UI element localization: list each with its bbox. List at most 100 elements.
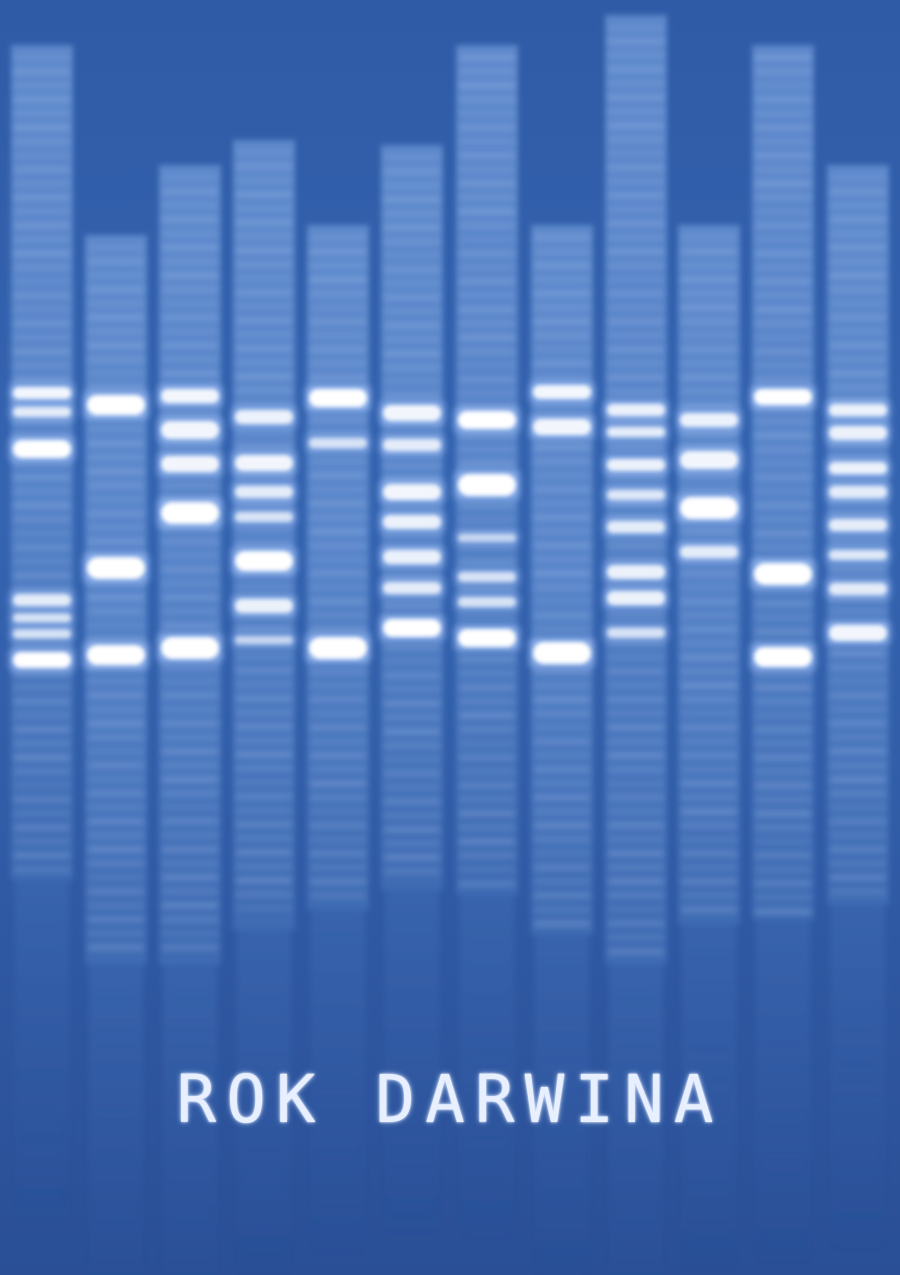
- gel-faint-band: [384, 603, 440, 608]
- gel-band: [829, 462, 887, 474]
- gel-faint-band: [608, 179, 664, 184]
- gel-band: [13, 613, 71, 623]
- gel-faint-band: [755, 895, 811, 900]
- gel-faint-band: [608, 641, 664, 646]
- gel-faint-band: [608, 165, 664, 170]
- gel-faint-band: [830, 329, 886, 334]
- gel-faint-band: [14, 153, 70, 158]
- gel-faint-band: [459, 349, 515, 354]
- gel-faint-band: [310, 809, 366, 814]
- gel-faint-band: [681, 669, 737, 674]
- gel-faint-band: [310, 795, 366, 800]
- gel-faint-band: [310, 585, 366, 590]
- gel-faint-band: [384, 687, 440, 692]
- gel-faint-band: [608, 921, 664, 926]
- gel-faint-band: [459, 699, 515, 704]
- gel-faint-band: [88, 805, 144, 810]
- gel-faint-band: [88, 287, 144, 292]
- gel-faint-band: [310, 851, 366, 856]
- gel-faint-band: [384, 799, 440, 804]
- gel-faint-band: [236, 584, 292, 589]
- gel-faint-band: [14, 181, 70, 186]
- gel-faint-band: [459, 797, 515, 802]
- gel-faint-band: [681, 823, 737, 828]
- gel-faint-band: [608, 557, 664, 562]
- gel-faint-band: [755, 699, 811, 704]
- gel-band: [383, 582, 441, 594]
- gel-faint-band: [459, 139, 515, 144]
- gel-faint-band: [88, 833, 144, 838]
- gel-faint-band: [681, 403, 737, 408]
- gel-faint-band: [830, 371, 886, 376]
- gel-band: [87, 395, 145, 415]
- gel-faint-band: [755, 419, 811, 424]
- gel-faint-band: [14, 797, 70, 802]
- gel-faint-band: [162, 315, 218, 320]
- gel-faint-band: [310, 515, 366, 520]
- gel-faint-band: [88, 273, 144, 278]
- gel-faint-band: [608, 711, 664, 716]
- gel-faint-band: [681, 893, 737, 898]
- gel-faint-band: [88, 791, 144, 796]
- gel-faint-band: [384, 211, 440, 216]
- gel-faint-band: [459, 657, 515, 662]
- gel-faint-band: [755, 853, 811, 858]
- gel-faint-band: [459, 265, 515, 270]
- gel-faint-band: [830, 749, 886, 754]
- gel-band: [235, 410, 293, 424]
- gel-band: [309, 389, 367, 407]
- gel-faint-band: [830, 875, 886, 880]
- gel-faint-band: [88, 679, 144, 684]
- gel-faint-band: [608, 109, 664, 114]
- gel-faint-band: [88, 847, 144, 852]
- gel-faint-band: [755, 167, 811, 172]
- gel-faint-band: [236, 164, 292, 169]
- gel-faint-band: [830, 245, 886, 250]
- gel-band: [309, 438, 367, 448]
- gel-faint-band: [681, 907, 737, 912]
- gel-faint-band: [88, 497, 144, 502]
- gel-faint-band: [755, 321, 811, 326]
- gel-faint-band: [534, 711, 590, 716]
- gel-faint-band: [162, 721, 218, 726]
- gel-faint-band: [755, 671, 811, 676]
- gel-faint-band: [534, 809, 590, 814]
- gel-faint-band: [608, 613, 664, 618]
- gel-faint-band: [459, 433, 515, 438]
- gel-faint-band: [534, 333, 590, 338]
- gel-faint-band: [384, 393, 440, 398]
- gel-faint-band: [14, 83, 70, 88]
- gel-faint-band: [236, 500, 292, 505]
- gel-faint-band: [755, 825, 811, 830]
- gel-faint-band: [236, 444, 292, 449]
- gel-faint-band: [755, 741, 811, 746]
- gel-faint-band: [88, 721, 144, 726]
- gel-faint-band: [384, 505, 440, 510]
- gel-faint-band: [162, 945, 218, 950]
- gel-faint-band: [459, 839, 515, 844]
- gel-faint-band: [459, 517, 515, 522]
- gel-faint-band: [88, 707, 144, 712]
- gel-faint-band: [755, 307, 811, 312]
- gel-faint-band: [681, 571, 737, 576]
- gel-band: [87, 645, 145, 665]
- gel-faint-band: [830, 889, 886, 894]
- gel-faint-band: [459, 559, 515, 564]
- gel-faint-band: [681, 361, 737, 366]
- gel-faint-band: [162, 791, 218, 796]
- gel-faint-band: [755, 125, 811, 130]
- gel-faint-band: [534, 571, 590, 576]
- gel-faint-band: [236, 304, 292, 309]
- gel-faint-band: [88, 259, 144, 264]
- gel-faint-band: [459, 97, 515, 102]
- gel-faint-band: [236, 234, 292, 239]
- gel-faint-band: [88, 623, 144, 628]
- gel-faint-band: [14, 349, 70, 354]
- gel-faint-band: [310, 529, 366, 534]
- gel-faint-band: [236, 178, 292, 183]
- gel-faint-band: [162, 567, 218, 572]
- gel-faint-band: [88, 245, 144, 250]
- gel-faint-band: [608, 221, 664, 226]
- gel-faint-band: [755, 69, 811, 74]
- gel-faint-band: [88, 511, 144, 516]
